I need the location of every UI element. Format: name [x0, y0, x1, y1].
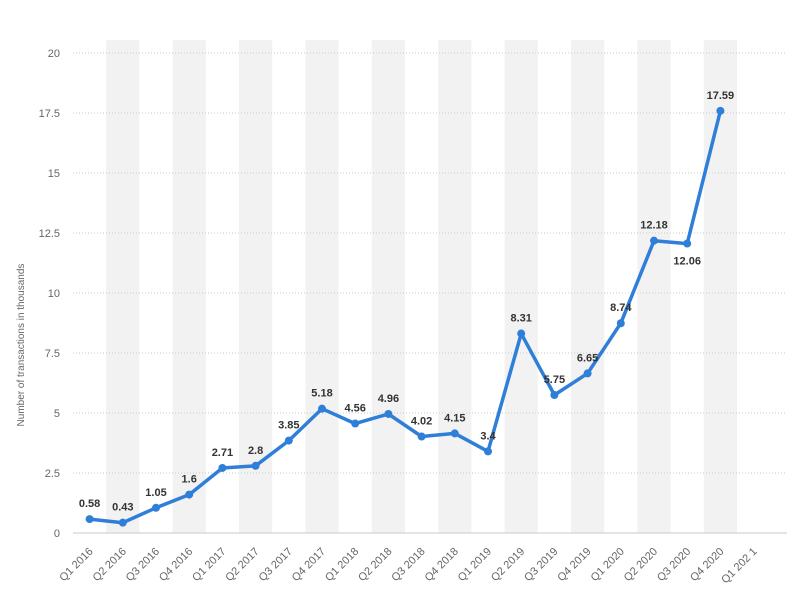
y-tick-label: 7.5 [45, 348, 60, 360]
data-point [550, 391, 559, 399]
data-point [450, 429, 459, 438]
x-tick-label: Q2 2017 [223, 546, 261, 584]
x-tick-label: Q3 2017 [257, 546, 295, 584]
x-tick-label: Q2 2018 [356, 546, 394, 584]
column-band [703, 40, 737, 533]
data-point [218, 463, 227, 472]
y-axis-label: Number of transactions in thousands [16, 264, 27, 427]
y-tick-label: 20 [48, 48, 60, 60]
column-band [637, 40, 671, 533]
data-label: 3.4 [480, 430, 496, 442]
data-label: 3.85 [278, 420, 299, 432]
data-label: 4.96 [378, 393, 399, 405]
data-points [85, 106, 725, 527]
y-tick-label: 10 [48, 288, 60, 300]
x-tick-label: Q4 2019 [555, 546, 593, 584]
data-label: 4.15 [444, 412, 465, 424]
data-point [251, 461, 260, 470]
x-tick-label: Q2 2016 [91, 546, 129, 584]
column-band [371, 40, 405, 533]
x-tick-label: Q1 202 1 [719, 546, 759, 586]
data-point [351, 419, 360, 428]
data-label: 5.18 [311, 388, 332, 400]
column-band [305, 40, 339, 533]
x-tick-label: Q1 2019 [456, 546, 494, 584]
data-label: 4.02 [411, 416, 432, 428]
column-band [106, 40, 140, 533]
data-point [318, 404, 326, 413]
data-labels: 0.58 0.43 1.05 1.6 2.71 2.8 3.85 5.18 4.56 4.96 4.… [79, 90, 734, 514]
data-point [517, 329, 526, 338]
column-band [438, 40, 472, 533]
column-band [172, 40, 206, 533]
data-point [185, 490, 194, 499]
data-point [417, 432, 426, 441]
data-label: 2.8 [248, 445, 263, 457]
grid-lines [73, 52, 787, 534]
data-point [650, 236, 658, 245]
data-label: 17.59 [707, 90, 735, 102]
x-tick-label: Q3 2016 [124, 546, 162, 584]
y-tick-label: 2.5 [45, 468, 60, 480]
x-tick-label: Q4 2016 [157, 546, 195, 584]
data-label: 8.31 [510, 313, 531, 325]
data-label: 1.05 [145, 487, 166, 499]
x-tick-label: Q1 2016 [57, 546, 95, 584]
x-tick-label: Q1 2018 [323, 546, 361, 584]
x-tick-label: Q1 2017 [190, 546, 228, 584]
y-tick-label: 17.5 [39, 108, 60, 120]
x-tick-label: Q2 2019 [489, 546, 527, 584]
data-point [118, 518, 127, 527]
data-label: 4.56 [344, 403, 365, 415]
data-label: 2.71 [212, 447, 233, 459]
data-point [484, 447, 492, 456]
data-label: 0.58 [79, 498, 100, 510]
data-label: 0.43 [112, 502, 133, 514]
data-point [85, 515, 94, 524]
data-point [284, 436, 293, 445]
data-point [683, 239, 692, 248]
column-band [239, 40, 273, 533]
data-label: 12.06 [673, 256, 701, 268]
x-tick-label: Q1 2020 [589, 546, 627, 584]
x-tick-label: Q2 2020 [622, 546, 660, 584]
x-tick-label: Q4 2017 [290, 546, 328, 584]
data-label: 8.74 [610, 302, 632, 314]
data-point [152, 503, 160, 512]
column-band [504, 40, 538, 533]
series-line [87, 109, 723, 525]
data-point [716, 106, 725, 115]
y-tick-label: 12.5 [39, 228, 60, 240]
column-bands [106, 40, 737, 533]
data-point [616, 319, 625, 328]
data-label: 12.18 [640, 220, 668, 232]
x-tick-label: Q3 2018 [389, 546, 427, 584]
data-label: 1.6 [182, 474, 197, 486]
y-tick-label: 5 [54, 408, 60, 420]
x-tick-label: Q4 2018 [423, 546, 461, 584]
y-tick-label: 0 [54, 528, 60, 540]
y-tick-label: 15 [48, 168, 60, 180]
data-point [384, 409, 393, 418]
x-tick-label: Q3 2020 [655, 546, 693, 584]
data-point [583, 369, 592, 378]
data-label: 6.65 [577, 352, 598, 364]
data-label: 5.75 [544, 374, 565, 386]
x-tick-label: Q3 2019 [522, 546, 560, 584]
y-axis-ticks: 0 2.5 5 7.5 10 12.5 15 17.5 20 [39, 48, 60, 540]
column-band [571, 40, 605, 533]
